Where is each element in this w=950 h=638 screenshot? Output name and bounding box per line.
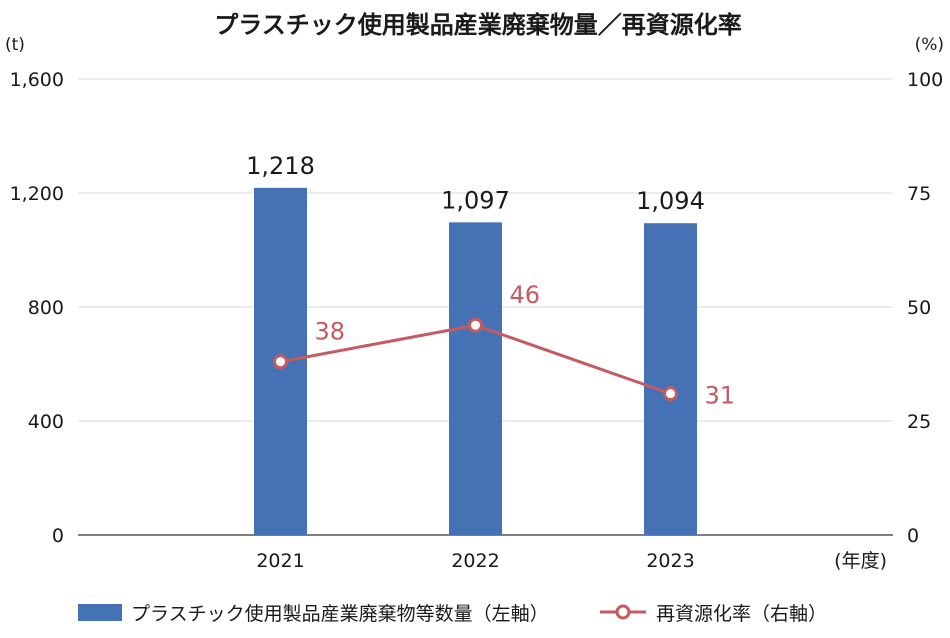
left-axis-unit: (t) <box>5 35 25 55</box>
right-tick-label: 0 <box>907 525 919 547</box>
right-tick-label: 50 <box>907 297 931 319</box>
line-value-label: 38 <box>315 318 346 346</box>
x-tick-label: 2021 <box>256 550 304 572</box>
right-tick-label: 75 <box>907 183 931 205</box>
x-tick-label: 2023 <box>646 550 694 572</box>
legend-bar-label: プラスチック使用製品産業廃棄物等数量（左軸） <box>131 603 549 625</box>
left-tick-label: 400 <box>28 411 64 433</box>
bar <box>644 223 697 535</box>
left-tick-label: 0 <box>52 525 64 547</box>
line-point <box>468 317 483 333</box>
x-tick-label: 2022 <box>451 550 499 572</box>
bar-value-label: 1,218 <box>246 152 315 180</box>
bar-value-label: 1,094 <box>636 187 705 215</box>
right-axis-unit: (%) <box>915 35 944 55</box>
right-tick-label: 100 <box>907 69 943 91</box>
line-point <box>273 354 288 370</box>
x-axis-unit: (年度) <box>834 550 887 572</box>
left-tick-label: 800 <box>28 297 64 319</box>
x-axis-ticks: 2021 2022 2023 <box>256 550 694 572</box>
left-axis-ticks: 0 400 800 1,200 1,600 <box>10 69 64 547</box>
legend-line-marker <box>615 604 631 620</box>
line-value-label: 31 <box>705 382 736 410</box>
legend-bar-swatch <box>78 604 122 621</box>
right-tick-label: 25 <box>907 411 931 433</box>
legend: プラスチック使用製品産業廃棄物等数量（左軸） 再資源化率（右軸） <box>78 603 827 625</box>
legend-line-label: 再資源化率（右軸） <box>656 603 827 625</box>
line-value-label: 46 <box>510 281 541 309</box>
left-tick-label: 1,600 <box>10 69 64 91</box>
bar-value-label: 1,097 <box>441 186 510 214</box>
line-point <box>663 386 678 402</box>
line-series: 38 46 31 <box>273 281 736 410</box>
bar <box>449 222 502 536</box>
bar-series: 1,218 1,097 1,094 <box>246 152 705 536</box>
left-tick-label: 1,200 <box>10 183 64 205</box>
chart-title: プラスチック使用製品産業廃棄物量／再資源化率 <box>214 11 742 39</box>
right-axis-ticks: 0 25 50 75 100 <box>907 69 943 547</box>
